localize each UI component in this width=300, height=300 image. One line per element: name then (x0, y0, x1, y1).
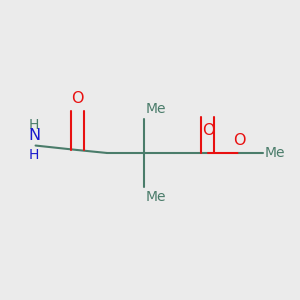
Text: O: O (202, 123, 214, 138)
Text: H: H (29, 148, 39, 162)
Text: N: N (28, 128, 40, 143)
Text: O: O (233, 133, 245, 148)
Text: H: H (29, 118, 39, 132)
Text: O: O (71, 91, 83, 106)
Text: Me: Me (146, 190, 166, 204)
Text: Me: Me (264, 146, 285, 160)
Text: Me: Me (146, 102, 166, 116)
